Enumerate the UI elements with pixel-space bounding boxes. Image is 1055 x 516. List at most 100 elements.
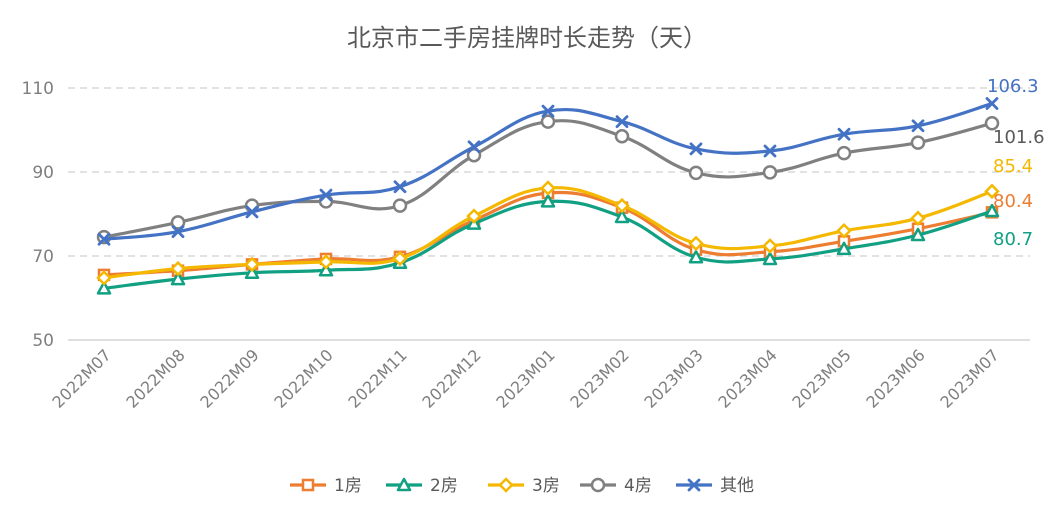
- x-tick-label: 2022M09: [196, 345, 262, 411]
- data-point: [836, 145, 852, 161]
- data-point: [910, 227, 926, 242]
- data-point: [689, 142, 703, 156]
- x-tick-label: 2023M02: [566, 345, 632, 411]
- data-point: [245, 205, 259, 219]
- x-tick-label: 2022M10: [270, 345, 336, 411]
- legend-marker: [498, 477, 514, 493]
- chart-title: 北京市二手房挂牌时长走势（天）: [347, 24, 707, 52]
- data-point: [540, 194, 556, 208]
- end-value-label: 85.4: [993, 156, 1033, 177]
- data-point: [96, 229, 112, 245]
- legend-label: 3房: [532, 476, 560, 496]
- data-point: [688, 165, 704, 181]
- data-point: [467, 140, 481, 154]
- legend-item: 4房: [580, 476, 652, 496]
- series-group: [96, 97, 1000, 295]
- y-tick-label: 90: [32, 163, 54, 183]
- x-tick-label: 2023M07: [936, 345, 1002, 411]
- marker-stroke: [393, 180, 407, 194]
- data-point: [170, 271, 186, 286]
- data-point: [911, 119, 925, 133]
- x-axis-ticks: 2022M07 2022M08 2022M09 2022M10 2022M11 2022M…: [48, 345, 1002, 411]
- marker-stroke: [171, 225, 185, 239]
- legend-label: 1房: [334, 476, 362, 496]
- marker-stroke: [541, 104, 555, 118]
- data-point: [319, 188, 333, 202]
- data-point: [318, 263, 334, 277]
- data-point: [615, 115, 629, 128]
- legend-marker: [301, 478, 315, 492]
- data-point: [614, 197, 630, 214]
- data-point: [985, 97, 999, 110]
- x-tick-label: 2023M04: [714, 345, 780, 411]
- legend-marker: [396, 477, 412, 492]
- end-value-label: 80.4: [993, 191, 1033, 212]
- data-point: [688, 250, 704, 264]
- gridlines: [68, 87, 1030, 341]
- data-point: [171, 225, 185, 239]
- end-labels: 80.4 80.7 85.4 101.6 106.3: [987, 76, 1045, 250]
- y-tick-label: 70: [32, 247, 54, 267]
- data-point: [910, 135, 926, 150]
- series-2: [96, 194, 1000, 295]
- marker-stroke: [985, 97, 999, 110]
- end-value-label: 80.7: [993, 229, 1033, 250]
- data-point: [837, 127, 851, 141]
- data-point: [836, 223, 852, 239]
- legend-item: 其他: [676, 476, 754, 496]
- end-value-label: 101.6: [993, 127, 1045, 148]
- data-point: [762, 165, 778, 180]
- data-point: [836, 241, 852, 256]
- end-value-label: 106.3: [987, 76, 1039, 97]
- x-tick-label: 2023M05: [788, 345, 854, 411]
- marker-stroke: [467, 140, 481, 154]
- x-tick-label: 2022M08: [122, 345, 188, 411]
- marker-stroke: [97, 232, 111, 246]
- legend-marker: [590, 477, 606, 493]
- data-point: [763, 144, 777, 158]
- data-point: [762, 238, 778, 254]
- marker-stroke: [687, 478, 701, 492]
- data-point: [244, 256, 260, 273]
- data-point: [170, 260, 186, 277]
- marker-stroke: [615, 115, 629, 128]
- legend-marker: [687, 478, 701, 492]
- y-tick-label: 110: [22, 79, 54, 99]
- marker-stroke: [245, 205, 259, 219]
- data-point: [910, 210, 926, 226]
- marker-stroke: [837, 127, 851, 141]
- y-axis-ticks: 50 70 90 110: [22, 79, 54, 351]
- data-point: [614, 209, 630, 224]
- x-tick-label: 2023M01: [492, 345, 558, 411]
- data-point: [984, 116, 1000, 131]
- data-point: [541, 104, 555, 118]
- series-4: [96, 114, 1000, 245]
- data-point: [984, 183, 1000, 200]
- data-point: [688, 235, 704, 252]
- data-point: [318, 254, 334, 270]
- legend-item: 2房: [386, 476, 458, 496]
- data-point: [392, 198, 408, 213]
- y-tick-label: 50: [32, 331, 54, 351]
- data-point: [244, 265, 260, 280]
- data-point: [984, 203, 1000, 218]
- series-3: [96, 180, 1000, 286]
- marker-stroke: [911, 119, 925, 133]
- data-point: [170, 215, 186, 230]
- x-tick-label: 2023M03: [640, 345, 706, 411]
- x-tick-label: 2022M07: [48, 345, 114, 411]
- marker-stroke: [319, 188, 333, 202]
- data-point: [614, 129, 630, 144]
- series-line: [102, 119, 994, 239]
- series-5: [97, 97, 999, 246]
- data-point: [392, 250, 408, 267]
- marker-stroke: [689, 142, 703, 156]
- legend-label: 2房: [430, 476, 458, 496]
- marker-stroke: [763, 144, 777, 158]
- data-point: [393, 180, 407, 194]
- data-point: [96, 281, 112, 295]
- data-point: [540, 180, 556, 196]
- data-point: [97, 232, 111, 246]
